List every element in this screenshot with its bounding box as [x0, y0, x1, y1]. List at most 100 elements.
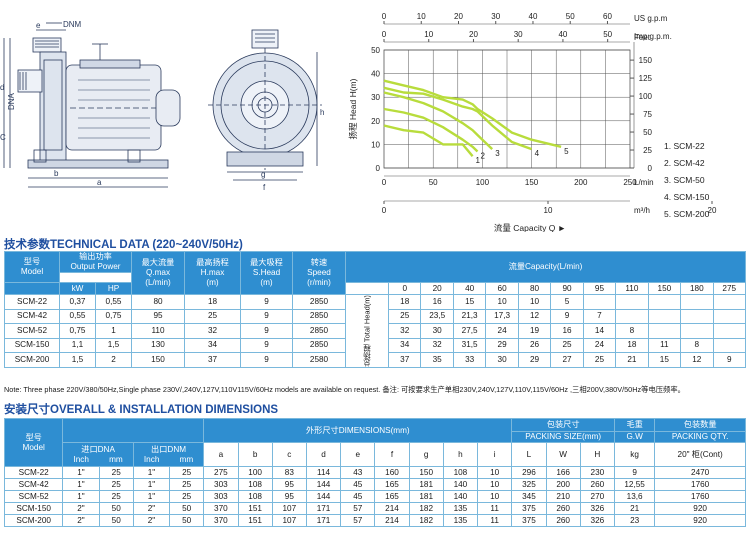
dimension-cell: 95	[271, 478, 307, 491]
capacity-cell: 24	[582, 337, 617, 354]
capacity-cell	[712, 308, 747, 325]
legend-entry: 4. SCM-150	[664, 192, 710, 202]
ft-tick-label: 75	[643, 110, 652, 119]
svg-text:d: d	[0, 83, 4, 92]
capacity-cell: 16	[550, 323, 584, 339]
inlet-mm-cell: 25	[98, 490, 134, 503]
capacity-cell: 10	[517, 294, 552, 310]
dimension-cell: 181	[408, 478, 444, 491]
cap-col-header: 110	[615, 282, 649, 295]
svg-text:C: C	[0, 133, 6, 142]
capacity-cell: 15	[452, 294, 487, 310]
dimension-cell: 107	[271, 514, 307, 527]
dim-col-header: a	[203, 442, 239, 467]
dim-col-header: i	[477, 442, 513, 467]
impgpm-tick-label: 30	[514, 30, 523, 39]
packing-cell: 345	[511, 490, 547, 503]
dimension-cell: 108	[442, 466, 479, 479]
packing-cell: 210	[545, 490, 581, 503]
outlet-inch-cell: 1"	[132, 478, 171, 491]
qty-cell: 1760	[654, 490, 746, 503]
dimension-cell: 11	[477, 502, 513, 515]
legend-entry: 5. SCM-200	[664, 209, 710, 219]
inlet-mm-cell: 25	[98, 478, 134, 491]
model-cell: SCM-150	[4, 337, 60, 354]
capacity-cell: 34	[387, 337, 422, 354]
curve-label: 3	[495, 149, 500, 158]
x-tick-label: 50	[429, 178, 438, 187]
usgpm-unit: US g.p.m	[634, 14, 668, 23]
dimension-cell: 140	[442, 478, 479, 491]
cap-col-header: 40	[452, 282, 487, 295]
capacity-cell: 31,5	[452, 337, 487, 354]
y-tick-label: 20	[371, 117, 380, 126]
y-tick-label: 0	[376, 164, 381, 173]
svg-text:DNA: DNA	[7, 92, 16, 110]
packing-cell: 166	[545, 466, 581, 479]
capacity-cell	[712, 323, 747, 339]
cap-col-header: 180	[680, 282, 714, 295]
capacity-cell: 27	[550, 352, 584, 368]
hdr-shead: 最大吸程 S.Head (m)	[240, 251, 293, 295]
dimension-cell: 107	[271, 502, 307, 515]
capacity-cell: 27,5	[452, 323, 487, 339]
capacity-cell: 15	[647, 352, 682, 368]
dimension-cell: 370	[203, 502, 239, 515]
model-cell: SCM-22	[4, 294, 60, 310]
ihdr-outlet: 出口DNM Inch mm	[132, 442, 205, 467]
dimension-cell: 57	[340, 514, 376, 527]
inlet-inch-cell: 2"	[62, 502, 100, 515]
cap-col-header: 150	[647, 282, 682, 295]
dimension-cell: 214	[374, 502, 410, 515]
gw-cell: 21	[613, 502, 656, 515]
curve-scm-150	[383, 86, 533, 151]
dimension-cell: 140	[442, 490, 479, 503]
capacity-cell: 8	[680, 337, 714, 354]
lmin-unit: L/min	[634, 178, 654, 187]
capacity-cell: 26	[517, 337, 552, 354]
usgpm-tick-label: 40	[529, 12, 538, 21]
dim-col-header: b	[237, 442, 273, 467]
capacity-cell: 32	[387, 323, 422, 339]
hdr-power: 输出功率 Output Power	[59, 251, 132, 273]
kw-cell: 1,5	[59, 352, 96, 368]
usgpm-tick-label: 50	[566, 12, 575, 21]
dimension-cell: 144	[305, 490, 342, 503]
cont-header: 20" 柜(Cont)	[654, 442, 746, 467]
dimension-cell: 108	[237, 478, 273, 491]
capacity-cell: 19	[517, 323, 552, 339]
speed-cell: 2580	[292, 352, 346, 368]
outlet-inch-cell: 1"	[132, 490, 171, 503]
tech-data-title: 技术参数TECHNICAL DATA (220~240V/50Hz)	[4, 239, 243, 251]
cap-col-header: 95	[582, 282, 617, 295]
outlet-inch-cell: 1"	[132, 466, 171, 479]
table-row: SCM-52 1" 25 1" 25 303 108 95 144 45 165 181 140 10 34…	[3, 490, 746, 503]
hmax-cell: 32	[184, 323, 241, 339]
table-row: SCM-22 0,37 0,55 80 18 9 2850 总扬程 Total Head(m)…	[4, 294, 747, 368]
dim-col-header: e	[340, 442, 376, 467]
voltage-note: Note: Three phase 220V/380/50Hz,Single p…	[4, 385, 685, 394]
kw-cell: 0,37	[59, 294, 96, 310]
cap-col-header: 0	[387, 282, 422, 295]
capacity-cell: 29	[485, 337, 519, 354]
dimension-cell: 181	[408, 490, 444, 503]
model-cell: SCM-200	[3, 514, 64, 527]
m3h-tick-label: 10	[544, 206, 553, 215]
inlet-inch-cell: 1"	[62, 490, 100, 503]
outlet-mm-cell: 25	[169, 490, 205, 503]
capacity-cell: 17,3	[485, 308, 519, 325]
m3h-tick-label: 20	[708, 206, 717, 215]
qty-cell: 1760	[654, 478, 746, 491]
dim-col-header: c	[271, 442, 307, 467]
y-tick-label: 40	[371, 70, 380, 79]
dimension-cell: 135	[442, 514, 479, 527]
usgpm-tick-label: 20	[454, 12, 463, 21]
curve-label: 1	[476, 156, 481, 165]
packing-cell: 375	[511, 502, 547, 515]
capacity-cell	[680, 323, 714, 339]
svg-text:g: g	[261, 170, 265, 179]
y-tick-label: 10	[371, 140, 380, 149]
capacity-cell: 23,5	[420, 308, 454, 325]
dim-col-header: d	[305, 442, 342, 467]
dimension-cell: 171	[305, 502, 342, 515]
